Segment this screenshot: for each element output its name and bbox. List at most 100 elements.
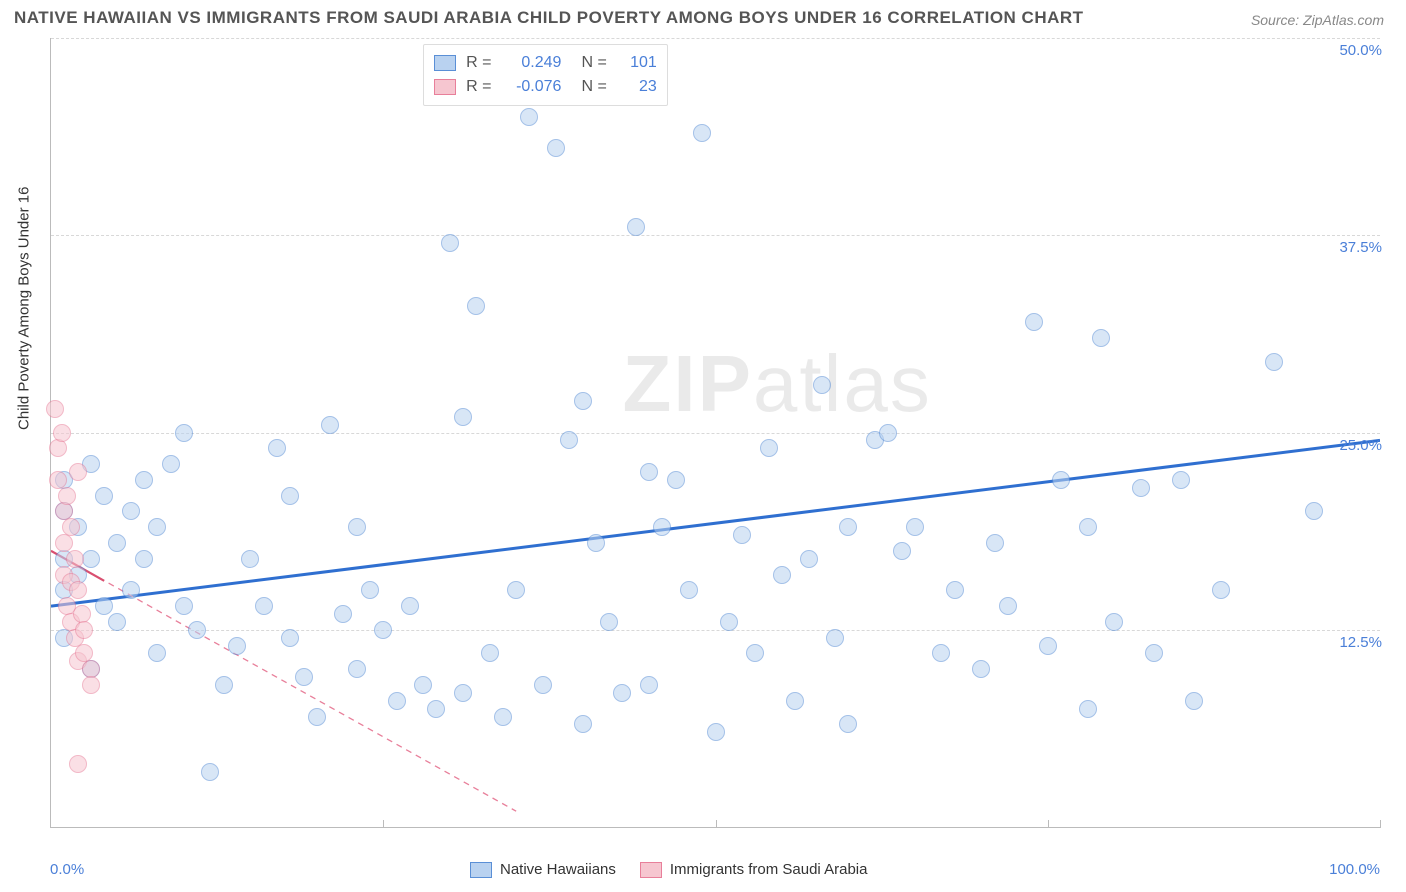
data-point [66, 550, 84, 568]
data-point [175, 424, 193, 442]
data-point [813, 376, 831, 394]
data-point [295, 668, 313, 686]
data-point [1145, 644, 1163, 662]
data-point [53, 424, 71, 442]
data-point [95, 487, 113, 505]
data-point [587, 534, 605, 552]
legend-swatch [434, 79, 456, 95]
data-point [228, 637, 246, 655]
data-point [268, 439, 286, 457]
data-point [560, 431, 578, 449]
data-point [82, 676, 100, 694]
watermark: ZIPatlas [622, 338, 931, 430]
r-label: R = [466, 78, 491, 96]
data-point [135, 471, 153, 489]
y-tick-label: 12.5% [1339, 634, 1382, 651]
data-point [122, 581, 140, 599]
data-point [1079, 518, 1097, 536]
data-point [69, 755, 87, 773]
data-point [201, 763, 219, 781]
x-tick [1048, 820, 1049, 828]
data-point [348, 660, 366, 678]
data-point [122, 502, 140, 520]
data-point [1305, 502, 1323, 520]
data-point [1025, 313, 1043, 331]
y-tick-label: 25.0% [1339, 437, 1382, 454]
data-point [348, 518, 366, 536]
r-label: R = [466, 54, 491, 72]
watermark-rest: atlas [753, 339, 932, 428]
legend-item: Native Hawaiians [470, 861, 616, 878]
legend-swatch [434, 55, 456, 71]
legend-label: Immigrants from Saudi Arabia [670, 861, 868, 878]
data-point [893, 542, 911, 560]
data-point [547, 139, 565, 157]
data-point [454, 408, 472, 426]
data-point [281, 629, 299, 647]
legend-item: Immigrants from Saudi Arabia [640, 861, 868, 878]
data-point [241, 550, 259, 568]
data-point [972, 660, 990, 678]
data-point [786, 692, 804, 710]
data-point [69, 581, 87, 599]
y-tick-label: 37.5% [1339, 239, 1382, 256]
data-point [108, 534, 126, 552]
data-point [932, 644, 950, 662]
data-point [574, 715, 592, 733]
data-point [401, 597, 419, 615]
data-point [1132, 479, 1150, 497]
data-point [1092, 329, 1110, 347]
legend-row: R =-0.076N =23 [434, 75, 657, 99]
gridline [51, 433, 1380, 434]
data-point [653, 518, 671, 536]
data-point [388, 692, 406, 710]
data-point [82, 550, 100, 568]
data-point [1185, 692, 1203, 710]
data-point [162, 455, 180, 473]
data-point [308, 708, 326, 726]
data-point [55, 534, 73, 552]
data-point [69, 463, 87, 481]
data-point [839, 518, 857, 536]
n-label: N = [581, 78, 606, 96]
data-point [361, 581, 379, 599]
data-point [693, 124, 711, 142]
data-point [640, 676, 658, 694]
legend-row: R =0.249N =101 [434, 51, 657, 75]
data-point [321, 416, 339, 434]
data-point [95, 597, 113, 615]
data-point [680, 581, 698, 599]
data-point [441, 234, 459, 252]
r-value: 0.249 [501, 54, 561, 72]
gridline [51, 38, 1380, 39]
data-point [640, 463, 658, 481]
gridline [51, 630, 1380, 631]
gridline [51, 235, 1380, 236]
data-point [467, 297, 485, 315]
legend-label: Native Hawaiians [500, 861, 616, 878]
data-point [148, 518, 166, 536]
data-point [62, 518, 80, 536]
data-point [1105, 613, 1123, 631]
data-point [175, 597, 193, 615]
data-point [667, 471, 685, 489]
data-point [507, 581, 525, 599]
source-attribution: Source: ZipAtlas.com [1251, 12, 1384, 28]
data-point [494, 708, 512, 726]
x-tick [1380, 820, 1381, 828]
data-point [613, 684, 631, 702]
data-point [946, 581, 964, 599]
data-point [427, 700, 445, 718]
data-point [720, 613, 738, 631]
data-point [707, 723, 725, 741]
data-point [49, 439, 67, 457]
watermark-bold: ZIP [622, 339, 752, 428]
data-point [188, 621, 206, 639]
data-point [800, 550, 818, 568]
series-legend: Native Hawaiians Immigrants from Saudi Ar… [470, 861, 867, 878]
data-point [281, 487, 299, 505]
y-axis-label: Child Poverty Among Boys Under 16 [16, 187, 33, 430]
data-point [1079, 700, 1097, 718]
data-point [1212, 581, 1230, 599]
data-point [574, 392, 592, 410]
